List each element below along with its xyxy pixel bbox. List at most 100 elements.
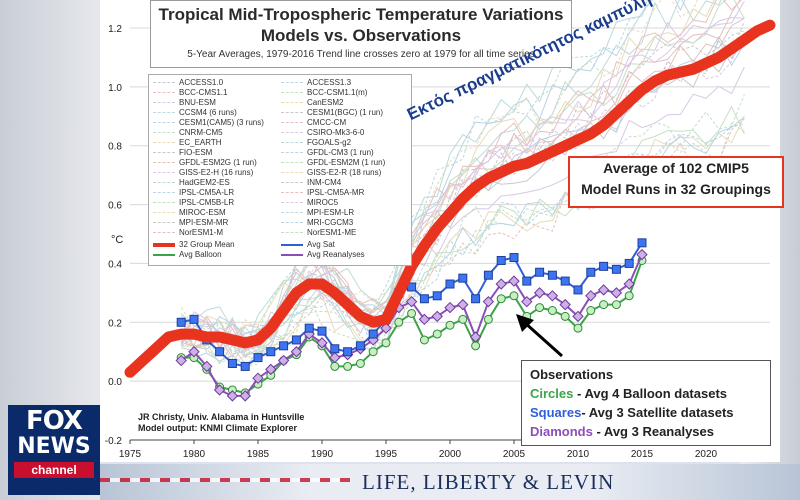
satellite-point bbox=[509, 253, 519, 263]
x-tick-label: 1985 bbox=[247, 449, 270, 460]
x-tick-label: 2005 bbox=[503, 449, 526, 460]
balloon-point bbox=[624, 291, 634, 301]
balloon-point bbox=[611, 300, 621, 310]
legend-model-entry: GFDL-CM3 (1 run) bbox=[281, 148, 374, 157]
legend-model-entry: MIROC-ESM bbox=[153, 208, 226, 217]
satellite-point bbox=[227, 358, 237, 368]
legend-label: GFDL-ESM2M (1 run) bbox=[307, 158, 386, 167]
balloon-point bbox=[330, 361, 340, 371]
satellite-point bbox=[291, 335, 301, 345]
x-tick-label: 2020 bbox=[695, 449, 718, 460]
legend-label: EC_EARTH bbox=[179, 138, 222, 147]
legend-label: HadGEM2-ES bbox=[179, 178, 230, 187]
legend-model-entry: MRI-CGCM3 bbox=[281, 218, 353, 227]
balloon-point bbox=[343, 361, 353, 371]
legend-label: CESM1(CAM5) (3 runs) bbox=[179, 118, 264, 127]
satellite-point bbox=[471, 294, 481, 304]
satellite-point bbox=[189, 314, 199, 324]
reanalysis-point bbox=[201, 360, 213, 373]
legend-label: BNU-ESM bbox=[179, 98, 216, 107]
model-run-line bbox=[180, 105, 745, 365]
satellite-point bbox=[432, 291, 442, 301]
x-tick-label: 2010 bbox=[567, 449, 590, 460]
legend-label: GISS-E2-H (16 runs) bbox=[179, 168, 254, 177]
reanalysis-point bbox=[585, 290, 597, 302]
logo-news-text: NEWS bbox=[17, 434, 91, 459]
model-legend: ACCESS1.0 ACCESS1.3 BCC-CMS1.1 BCC-CSM1.1(m… bbox=[148, 74, 412, 266]
satellite-point bbox=[253, 353, 263, 363]
legend-model-entry: CCSM4 (6 runs) bbox=[153, 108, 237, 117]
legend-summary-entry: Avg Balloon bbox=[153, 250, 222, 259]
banner-flag-stripe bbox=[100, 478, 350, 482]
legend-model-entry: ACCESS1.0 bbox=[153, 78, 223, 87]
y-tick-label: -0.2 bbox=[105, 436, 123, 447]
legend-label: CMCC-CM bbox=[307, 118, 347, 127]
balloon-point bbox=[381, 338, 391, 348]
legend-swatch bbox=[153, 182, 175, 184]
balloon-point bbox=[471, 341, 481, 351]
observations-arrow-shaft bbox=[522, 320, 564, 358]
reanalysis-point bbox=[623, 278, 635, 290]
obs-diamonds-desc: - Avg 3 Reanalyses bbox=[592, 424, 714, 439]
logo-channel-text: channel bbox=[14, 462, 94, 478]
legend-label: MRI-CGCM3 bbox=[307, 218, 354, 227]
legend-label: ACCESS1.3 bbox=[307, 78, 352, 87]
legend-summary-entry: Avg Sat bbox=[281, 240, 335, 249]
legend-label: GFDL-CM3 (1 run) bbox=[307, 148, 374, 157]
balloon-point bbox=[560, 311, 570, 321]
balloon-point bbox=[355, 358, 365, 368]
legend-swatch bbox=[281, 152, 303, 154]
x-tick-label: 1995 bbox=[375, 449, 398, 460]
legend-swatch bbox=[153, 242, 175, 247]
legend-swatch bbox=[281, 253, 303, 256]
obs-diamonds-key: Diamonds bbox=[530, 424, 593, 439]
legend-model-entry: GISS-E2-H (16 runs) bbox=[153, 168, 253, 177]
fox-news-logo: FOX NEWS channel bbox=[8, 405, 100, 495]
y-tick-label: 0.2 bbox=[108, 318, 122, 329]
legend-label: NorESM1-ME bbox=[307, 228, 357, 237]
legend-label: CanESM2 bbox=[307, 98, 344, 107]
legend-label: CSIRO-Mk3-6-0 bbox=[307, 128, 365, 137]
legend-swatch bbox=[153, 112, 175, 114]
reanalysis-point bbox=[533, 287, 546, 299]
reanalysis-point bbox=[521, 295, 533, 308]
reanalysis-point bbox=[252, 372, 264, 384]
legend-label: IPSL-CM5B-LR bbox=[179, 198, 235, 207]
y-tick-label: 1.2 bbox=[108, 24, 122, 35]
reanalysis-point bbox=[444, 301, 456, 314]
legend-swatch bbox=[153, 102, 175, 104]
satellite-point bbox=[458, 273, 468, 283]
legend-model-entry: INM-CM4 bbox=[281, 178, 341, 187]
satellite-point bbox=[535, 267, 545, 277]
legend-label: Avg Sat bbox=[307, 240, 335, 249]
chart-subtitle: Models vs. Observations bbox=[260, 26, 462, 45]
legend-swatch bbox=[281, 192, 303, 194]
reanalysis-point bbox=[508, 275, 520, 287]
legend-label: FIO-ESM bbox=[179, 148, 213, 157]
logo-fox-text: FOX bbox=[26, 406, 83, 436]
source-credit: JR Christy, Univ. Alabama in Huntsville … bbox=[138, 412, 304, 434]
legend-label: 32 Group Mean bbox=[179, 240, 235, 249]
balloon-point bbox=[509, 291, 519, 301]
y-tick-label: 0.6 bbox=[108, 201, 122, 212]
show-title: LIFE, LIBERTY & LEVIN bbox=[362, 470, 615, 494]
legend-model-entry: HadGEM2-ES bbox=[153, 178, 230, 187]
legend-swatch bbox=[153, 152, 175, 154]
x-tick-label: 1980 bbox=[183, 449, 206, 460]
model-average-line1: Average of 102 CMIP5 bbox=[603, 160, 749, 176]
legend-swatch bbox=[281, 172, 303, 174]
balloon-point bbox=[419, 335, 429, 345]
legend-label: IPSL-CM5A-MR bbox=[307, 188, 365, 197]
legend-swatch bbox=[281, 92, 303, 94]
legend-swatch bbox=[153, 142, 175, 144]
observations-title: Observations bbox=[530, 367, 614, 382]
satellite-point bbox=[330, 344, 340, 354]
legend-swatch bbox=[153, 132, 175, 134]
legend-model-entry: MPI-ESM-LR bbox=[281, 208, 354, 217]
legend-model-entry: EC_EARTH bbox=[153, 138, 222, 147]
reanalysis-point bbox=[597, 284, 610, 296]
satellite-point bbox=[215, 347, 225, 357]
legend-model-entry: CESM1(CAM5) (3 runs) bbox=[153, 118, 264, 127]
legend-model-entry: CNRM-CM5 bbox=[153, 128, 223, 137]
satellite-point bbox=[560, 276, 570, 286]
